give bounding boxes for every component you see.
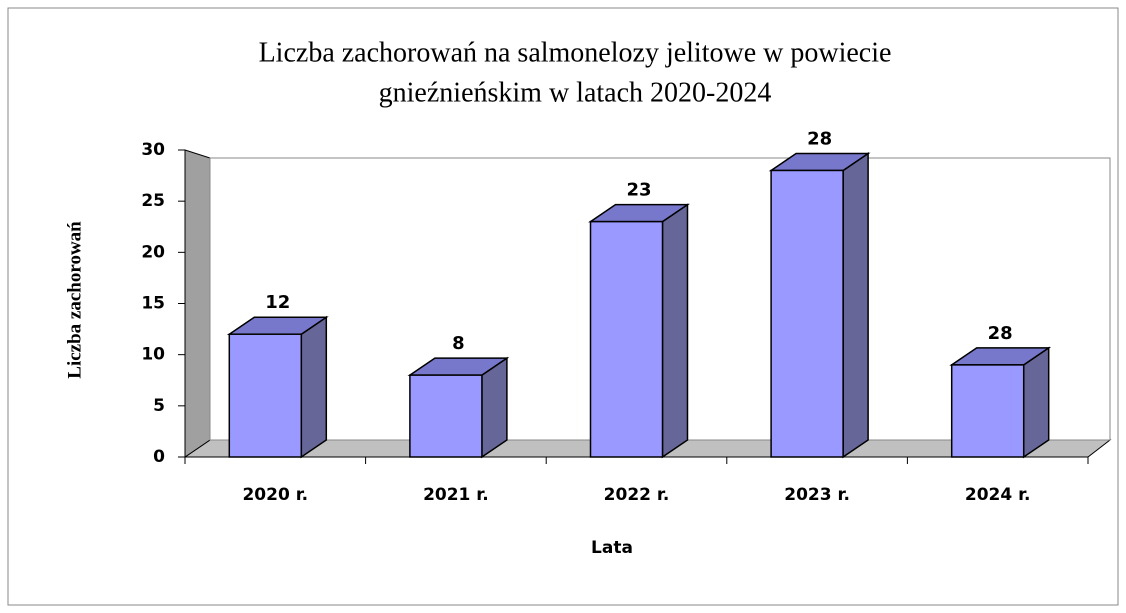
y-axis-label: Liczba zachorowań bbox=[64, 221, 85, 379]
data-label: 23 bbox=[626, 180, 651, 201]
x-tick-label: 2021 r. bbox=[423, 485, 489, 505]
y-tick-label: 0 bbox=[153, 447, 165, 467]
data-label: 28 bbox=[988, 323, 1013, 344]
x-tick-label: 2022 r. bbox=[604, 485, 670, 505]
bar bbox=[770, 169, 844, 458]
y-tick-label: 5 bbox=[153, 396, 165, 416]
bar bbox=[950, 364, 1025, 458]
bar bbox=[589, 220, 664, 458]
side-wall bbox=[184, 149, 211, 458]
x-tick-label: 2023 r. bbox=[784, 485, 850, 505]
y-tick-label: 15 bbox=[141, 294, 165, 314]
data-label: 12 bbox=[265, 292, 290, 313]
bar bbox=[409, 374, 483, 458]
bar-side bbox=[661, 203, 689, 459]
x-axis-label: Lata bbox=[591, 538, 633, 558]
bar bbox=[228, 333, 303, 458]
y-tick-label: 10 bbox=[141, 345, 165, 365]
x-tick-label: 2024 r. bbox=[965, 485, 1031, 505]
y-tick-label: 30 bbox=[141, 140, 165, 160]
y-tick-label: 25 bbox=[141, 191, 165, 211]
chart-title: gnieźnieńskim w latach 2020-2024 bbox=[379, 77, 772, 108]
data-label: 8 bbox=[452, 333, 465, 354]
x-tick-label: 2020 r. bbox=[242, 485, 308, 505]
bar-side bbox=[1022, 346, 1050, 459]
bar-side bbox=[842, 152, 869, 459]
y-tick-label: 20 bbox=[141, 242, 165, 262]
data-label: 28 bbox=[807, 128, 832, 149]
bar-side bbox=[300, 315, 328, 459]
chart-title: Liczba zachorowań na salmonelozy jelitow… bbox=[259, 37, 892, 68]
